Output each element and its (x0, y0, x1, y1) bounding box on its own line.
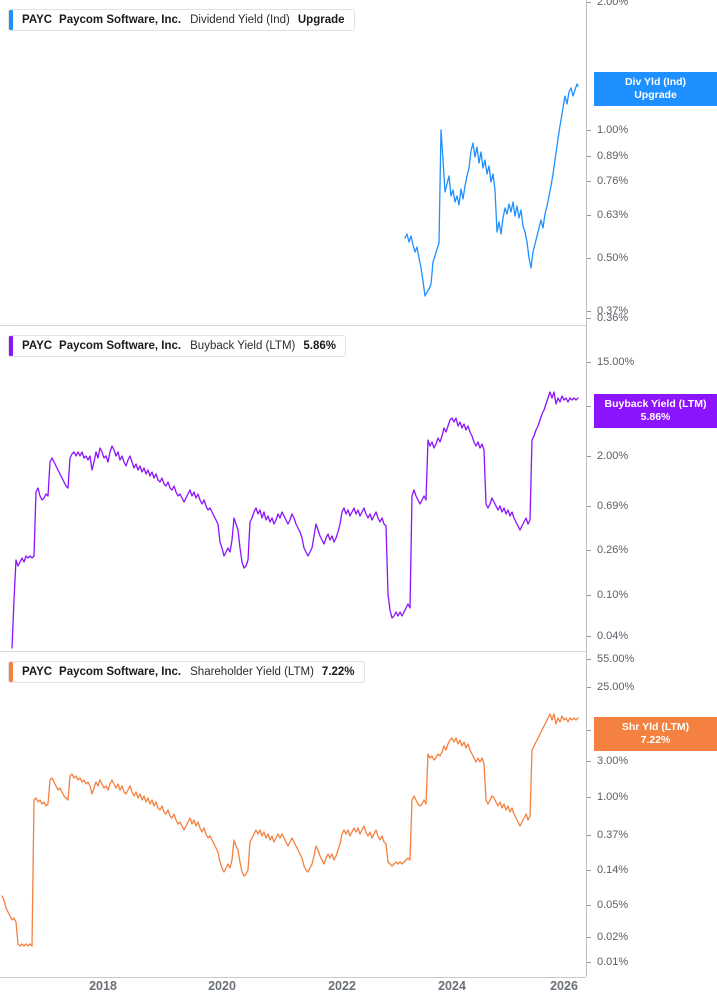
legend-metric-name: Buyback Yield (LTM) (190, 340, 296, 352)
y-axis-tick-mark (587, 834, 591, 836)
legend-dividend-yield[interactable]: PAYC Paycom Software, Inc. Dividend Yield … (8, 9, 355, 31)
x-axis-tick-label: 2024 (438, 979, 466, 993)
legend-color-swatch (9, 662, 13, 682)
legend-metric-value[interactable]: Upgrade (297, 14, 345, 26)
series-line-shareholder-yield-ltm (1, 713, 579, 947)
y-axis-tick-label: 15.00% (597, 355, 635, 368)
y-axis-tick-mark (587, 310, 591, 312)
y-axis-tick-label: 0.01% (597, 955, 629, 968)
y-axis-tick-label: 0.63% (597, 208, 629, 221)
y-axis-tick-label: 0.37% (597, 304, 629, 317)
y-axis-tick-label: 0.76% (597, 174, 629, 187)
legend-ticker: PAYC (22, 14, 53, 26)
current-value-badge-dividend-yield[interactable]: Div Yld (Ind) Upgrade (594, 72, 717, 106)
x-axis-tick-label: 2022 (328, 979, 356, 993)
current-value-badge-shareholder-yield[interactable]: Shr Yld (LTM) 7.22% (594, 717, 717, 751)
y-axis-line (586, 0, 587, 977)
badge-metric-label: Shr Yld (LTM) (621, 721, 690, 733)
panel-separator (0, 325, 586, 326)
y-axis-tick-mark (587, 317, 591, 319)
y-axis-tick-label: 0.02% (597, 930, 629, 943)
y-axis-tick-mark (587, 686, 591, 688)
y-axis-tick-mark (587, 549, 591, 551)
y-axis-tick-label: 0.69% (597, 499, 629, 512)
legend-metric-name: Shareholder Yield (LTM) (190, 666, 314, 678)
legend-company-name: Paycom Software, Inc. (59, 14, 182, 26)
y-axis-tick-mark (587, 760, 591, 762)
y-axis-tick-mark (587, 936, 591, 938)
y-axis-tick-label: 0.36% (597, 311, 629, 324)
y-axis-tick-label: 2.00% (597, 449, 629, 462)
badge-metric-label: Buyback Yield (LTM) (604, 398, 707, 410)
series-line-dividend-yield-ind (404, 83, 579, 297)
legend-ticker: PAYC (22, 666, 53, 678)
panel-shareholder-yield (0, 652, 717, 977)
y-axis-tick-mark (587, 214, 591, 216)
y-axis-tick-label: 0.89% (597, 149, 629, 162)
y-axis-tick-mark (587, 1, 591, 3)
plot-area-shareholder-yield (0, 652, 586, 977)
y-axis-tick-mark (587, 455, 591, 457)
y-axis-tick-mark (587, 658, 591, 660)
badge-value-label: Upgrade (634, 89, 677, 101)
badge-value-label: 5.86% (640, 411, 671, 423)
y-axis-tick-label: 2.00% (597, 0, 629, 8)
legend-buyback-yield[interactable]: PAYC Paycom Software, Inc. Buyback Yield (… (8, 335, 346, 357)
y-axis-tick-mark (587, 155, 591, 157)
panel-buyback-yield (0, 326, 717, 651)
y-axis-tick-mark (587, 129, 591, 131)
y-axis-tick-label: 0.50% (597, 251, 629, 264)
y-axis-tick-mark (587, 505, 591, 507)
y-axis-tick-mark (587, 904, 591, 906)
current-value-badge-buyback-yield[interactable]: Buyback Yield (LTM) 5.86% (594, 394, 717, 428)
y-axis-tick-mark (587, 635, 591, 637)
y-axis-tick-label: 1.00% (597, 123, 629, 136)
legend-company-name: Paycom Software, Inc. (59, 340, 182, 352)
y-axis-tick-mark (587, 594, 591, 596)
y-axis-tick-mark (587, 869, 591, 871)
legend-metric-value[interactable]: 7.22% (321, 666, 355, 678)
plot-area-dividend-yield (0, 0, 586, 325)
y-axis-tick-mark (587, 961, 591, 963)
badge-value-label: 7.22% (640, 734, 671, 746)
x-axis-tick-label: 2018 (89, 979, 117, 993)
x-axis-tick-label: 2026 (550, 979, 578, 993)
legend-company-name: Paycom Software, Inc. (59, 666, 182, 678)
y-axis-tick-label: 0.14% (597, 863, 629, 876)
y-axis-tick-mark (587, 405, 591, 407)
legend-shareholder-yield[interactable]: PAYC Paycom Software, Inc. Shareholder Yie… (8, 661, 365, 683)
x-axis-tick-label: 2020 (208, 979, 236, 993)
y-axis-tick-label: 0.10% (597, 588, 629, 601)
y-axis-tick-label: 55.00% (597, 652, 635, 665)
legend-metric-value[interactable]: 5.86% (303, 340, 336, 352)
series-line-buyback-yield-ltm (11, 391, 579, 649)
panel-separator (0, 651, 586, 652)
y-axis-tick-label: 0.37% (597, 828, 629, 841)
badge-metric-label: Div Yld (Ind) (624, 76, 687, 88)
y-axis-tick-label: 0.04% (597, 629, 629, 642)
legend-color-swatch (9, 336, 13, 356)
y-axis-tick-mark (587, 180, 591, 182)
y-axis-tick-mark (587, 361, 591, 363)
legend-ticker: PAYC (22, 340, 53, 352)
y-axis-tick-mark (587, 257, 591, 259)
plot-area-buyback-yield (0, 326, 586, 651)
legend-metric-name: Dividend Yield (Ind) (190, 14, 290, 26)
y-axis-tick-mark (587, 796, 591, 798)
y-axis-tick-mark (587, 729, 591, 731)
x-axis-line (0, 977, 586, 978)
y-axis-tick-label: 0.05% (597, 898, 629, 911)
y-axis-tick-label: 0.26% (597, 543, 629, 556)
y-axis-tick-label: 3.00% (597, 754, 629, 767)
y-axis-tick-label: 25.00% (597, 680, 635, 693)
legend-color-swatch (9, 10, 13, 30)
y-axis-tick-label: 1.00% (597, 790, 629, 803)
panel-dividend-yield (0, 0, 717, 325)
